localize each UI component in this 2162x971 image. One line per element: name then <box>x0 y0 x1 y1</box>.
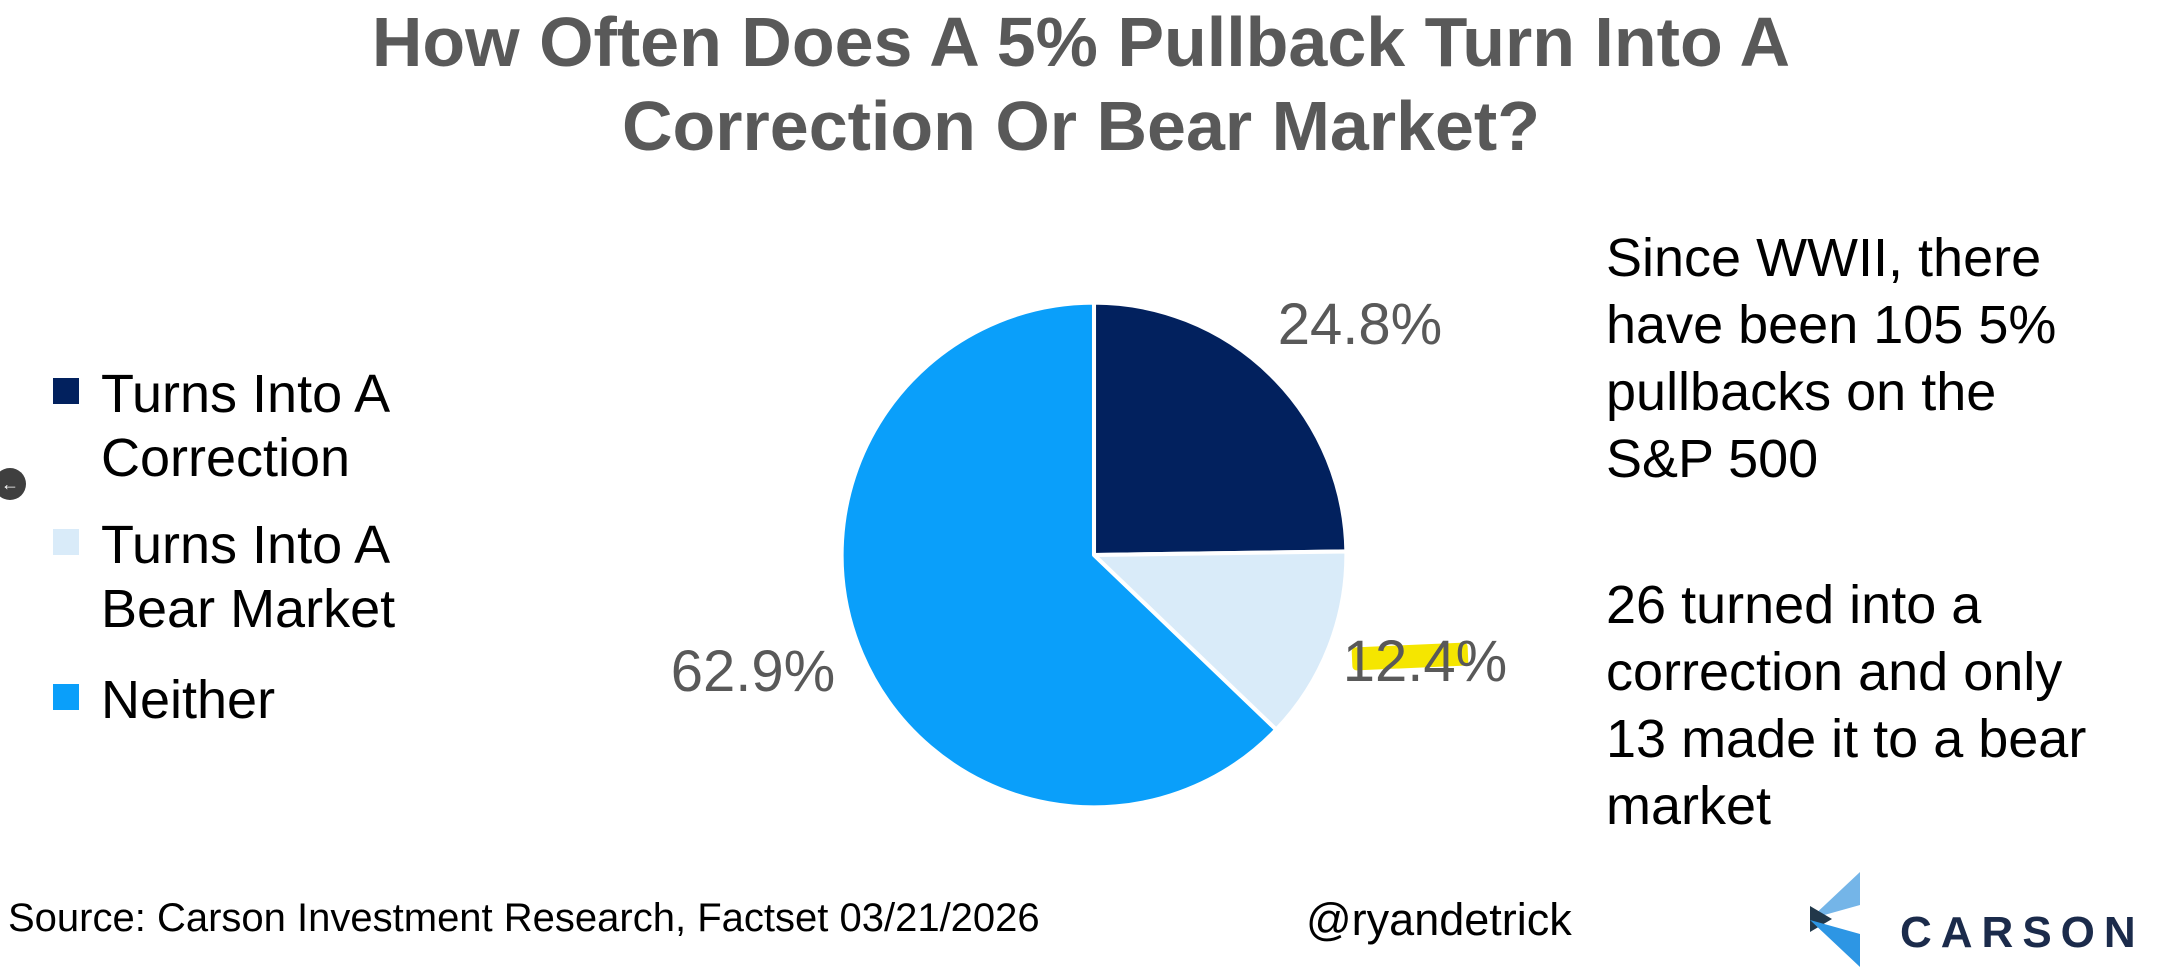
carson-logo: CARSON <box>1808 872 2145 967</box>
pie-slice-turns-into-a-bear-market <box>1091 549 1349 732</box>
annotation-line: S&P 500 <box>1606 429 1819 489</box>
carson-logo-text: CARSON <box>1900 907 2145 957</box>
pie-label-bear-market: 12.4% <box>1342 629 1508 694</box>
pie-slice-turns-into-a-correction <box>1091 300 1349 558</box>
annotation-line: market <box>1606 776 1772 836</box>
back-arrow-icon: ← <box>1 473 19 494</box>
annotation-line: pullbacks on the <box>1606 362 1997 422</box>
chart-title: How Often Does A 5% Pullback Turn Into A… <box>0 0 2162 168</box>
legend-marker-correction <box>53 378 79 404</box>
annotation-line: have been 105 5% <box>1606 295 2057 355</box>
legend-label-neither: Neither <box>101 670 276 730</box>
pie-slice-neither <box>839 300 1279 810</box>
carson-logo-mark-icon <box>1810 872 1860 967</box>
annotation-line: correction and only <box>1606 642 2063 702</box>
annotation-line: Since WWII, there <box>1606 228 2042 288</box>
legend-item-correction: Turns Into A Correction <box>53 362 461 490</box>
legend-item-bear-market: Turns Into A Bear Market <box>53 513 461 641</box>
pie-label-correction: 24.8% <box>1277 292 1443 357</box>
legend-marker-neither <box>53 684 79 710</box>
source-text: Source: Carson Investment Research, Fact… <box>8 896 1040 940</box>
annotation-pullbacks: Since WWII, there have been 105 5% pullb… <box>1606 225 2056 493</box>
legend-marker-bear-market <box>53 529 79 555</box>
legend-label-bear-market: Turns Into A Bear Market <box>101 515 396 639</box>
back-button[interactable]: ← <box>0 468 26 500</box>
legend-item-neither: Neither <box>53 668 275 732</box>
chart-title-line2: Correction Or Bear Market? <box>621 87 1541 165</box>
logo-triangle-top <box>1810 872 1860 919</box>
chart-title-line1: How Often Does A 5% Pullback Turn Into A <box>371 3 1791 81</box>
annotation-outcomes: 26 turned into a correction and only 13 … <box>1606 572 2086 840</box>
logo-triangle-bottom <box>1810 920 1860 967</box>
pie-label-neither: 62.9% <box>670 639 836 704</box>
pie-chart <box>839 300 1349 810</box>
annotation-line: 26 turned into a <box>1606 575 1982 635</box>
legend-label-correction: Turns Into A Correction <box>101 364 388 488</box>
author-handle: @ryandetrick <box>1306 894 1572 945</box>
logo-triangle-left <box>1810 906 1832 932</box>
annotation-line: 13 made it to a bear <box>1606 709 2087 769</box>
